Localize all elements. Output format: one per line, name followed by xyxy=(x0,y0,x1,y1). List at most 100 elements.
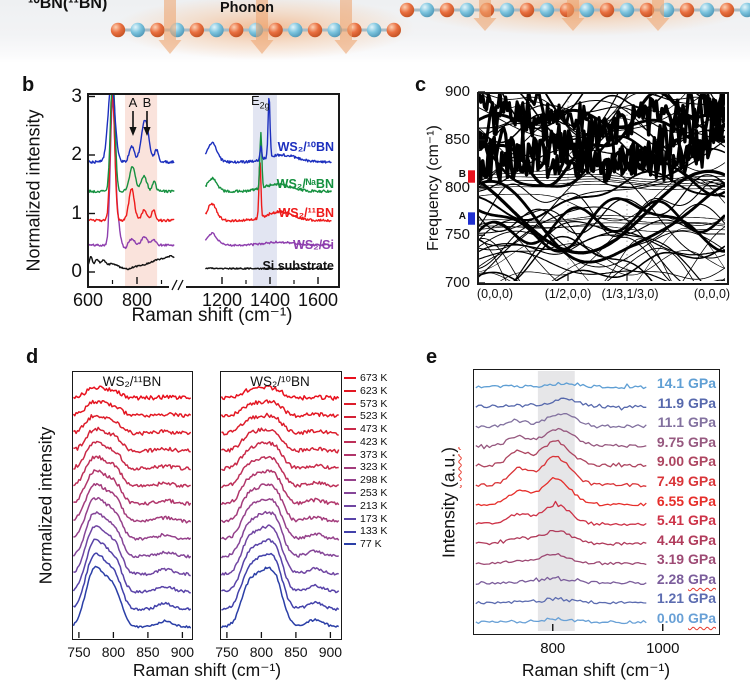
boron-atom xyxy=(439,2,455,18)
c-y-tick-label: 900 xyxy=(444,83,470,100)
pressure-unit: GPa xyxy=(687,610,716,626)
curve xyxy=(477,169,725,255)
curve xyxy=(475,552,647,566)
pressure-unit: GPa xyxy=(687,531,716,548)
curve xyxy=(221,538,340,594)
pressure-label: 3.19 GPa xyxy=(556,551,716,567)
x-tick-label: 600 xyxy=(72,290,104,310)
marker-a xyxy=(468,212,475,225)
curve xyxy=(475,413,647,429)
annotation-b: B xyxy=(142,95,152,110)
curve xyxy=(477,230,725,268)
bn-isotope-label: ¹⁰BN(¹¹BN) xyxy=(28,0,108,12)
legend-dash xyxy=(344,441,356,444)
curve xyxy=(475,455,647,488)
curve xyxy=(220,510,339,559)
curve xyxy=(512,235,653,281)
d-x-tick-label: 750 xyxy=(215,644,239,660)
curve xyxy=(73,552,191,612)
annotation-a: A xyxy=(128,95,138,110)
curve xyxy=(475,381,647,390)
y-tick-label: 1 xyxy=(71,202,82,224)
legend-dash xyxy=(344,517,356,520)
x-tick-label: 1400 xyxy=(249,290,291,310)
curve xyxy=(220,384,340,401)
d-x-tick-label: 900 xyxy=(170,644,195,660)
pressure-unit: GPa xyxy=(687,551,716,568)
panel-c-letter: c xyxy=(415,74,427,96)
curve xyxy=(220,469,340,506)
nitrogen-atom xyxy=(499,2,515,18)
curve xyxy=(87,99,175,250)
nitrogen-atom xyxy=(539,2,555,18)
pressure-value: 1.21 xyxy=(656,590,688,607)
d-x-tick-label: 800 xyxy=(101,644,126,660)
pressure-label: 14.1 GPa xyxy=(556,375,716,391)
e2g-sub: 2g xyxy=(259,100,270,111)
pressure-label: 7.49 GPa xyxy=(556,473,716,489)
legend-label: 473 K xyxy=(360,423,388,436)
pressure-unit: GPa xyxy=(687,414,716,431)
panel-b-ticks xyxy=(87,95,319,284)
curve xyxy=(475,500,647,527)
pressure-value: 0.00 xyxy=(656,610,688,626)
legend-item: 623 K xyxy=(344,385,387,397)
panel-b-arrows xyxy=(129,111,151,136)
boron-atom xyxy=(599,2,615,18)
pressure-value: 4.44 xyxy=(656,531,688,548)
curve xyxy=(204,231,332,247)
phonon-arrow xyxy=(646,0,670,31)
phonon-schematic xyxy=(110,0,750,60)
curve xyxy=(475,529,647,546)
curve xyxy=(221,552,340,612)
curve xyxy=(220,441,339,472)
nitrogen-atom xyxy=(327,22,342,38)
boron-atom xyxy=(679,2,695,18)
curve xyxy=(477,178,725,185)
e-x-tick-label: 1000 xyxy=(646,640,680,657)
curve xyxy=(73,440,191,471)
pressure-value: 7.49 xyxy=(656,472,688,489)
panel-c-bands xyxy=(477,92,725,281)
pressure-value: 9.75 xyxy=(656,433,688,450)
curve xyxy=(477,250,725,281)
curve xyxy=(205,267,332,270)
pressure-unit: GPa xyxy=(687,492,716,509)
d-x-tick-label: 900 xyxy=(318,644,343,660)
legend-label: 77 K xyxy=(360,538,382,551)
curve xyxy=(73,414,191,436)
curve xyxy=(204,162,332,223)
curve xyxy=(477,250,668,281)
boron-atom xyxy=(719,2,735,18)
pressure-unit: GPa xyxy=(687,512,716,529)
legend-label: 323 K xyxy=(360,461,388,474)
annotation-e2g: E2g xyxy=(251,93,270,111)
phonon-arrow xyxy=(158,0,182,54)
panel-e-xlabel: Raman shift (cm⁻¹) xyxy=(521,660,671,680)
curve xyxy=(477,222,725,229)
pressure-value: 11.9 xyxy=(657,394,688,411)
curve xyxy=(475,476,647,507)
legend-item: 213 K xyxy=(344,500,387,512)
y-tick-label: 3 xyxy=(71,85,82,107)
curve xyxy=(220,399,339,419)
curve xyxy=(204,131,333,194)
pressure-label: 11.9 GPa xyxy=(556,395,716,411)
c-y-tick-label: 850 xyxy=(444,130,470,148)
series-label-1: WS₂/Si xyxy=(293,238,334,252)
panel-d-title-10bn: WS₂/¹⁰BN xyxy=(250,374,310,389)
pressure-label: 5.41 GPa xyxy=(556,512,716,528)
x-tick-label: 1600 xyxy=(297,290,339,310)
c-x-tick-label: (1/2,0,0) xyxy=(544,287,592,301)
legend-dash xyxy=(344,402,356,405)
curve xyxy=(477,170,725,221)
legend-label: 373 K xyxy=(360,448,388,461)
panel-d-ylabel: Normalized intensity xyxy=(35,426,56,585)
boron-atom xyxy=(189,22,204,38)
legend-dash xyxy=(344,389,356,392)
curve xyxy=(73,496,191,541)
legend-label: 133 K xyxy=(360,525,388,538)
c-x-tick-label: (0,0,0) xyxy=(476,287,514,301)
